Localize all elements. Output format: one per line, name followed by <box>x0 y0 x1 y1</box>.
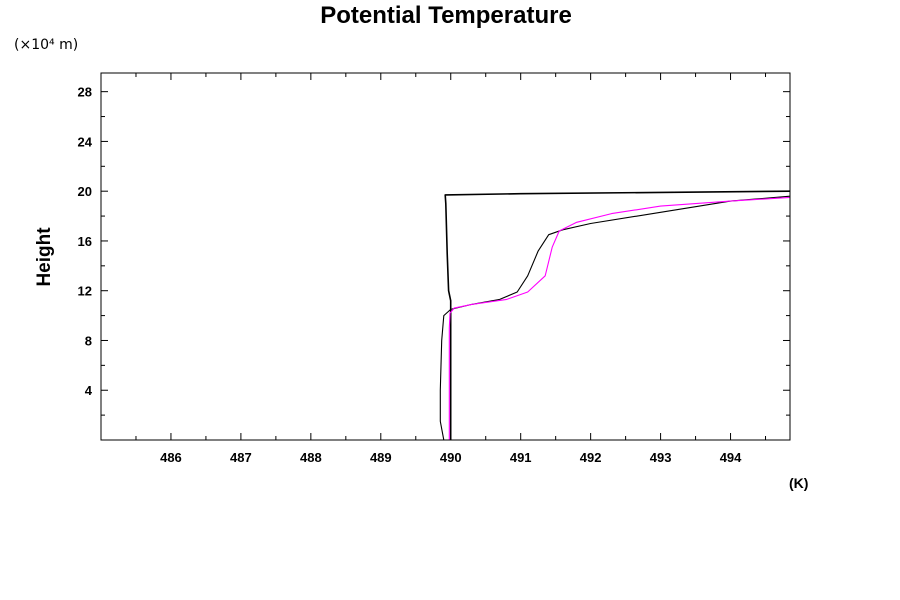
x-tick-label: 492 <box>580 450 602 465</box>
x-tick-label: 489 <box>370 450 392 465</box>
x-unit-label: (K) <box>789 475 808 491</box>
tick-labels: 486 487 488 489 490 491 492 493 494 4 8 12 16 20 24 28 <box>78 85 743 465</box>
series-line-1 <box>444 190 791 440</box>
x-tick-label: 491 <box>510 450 532 465</box>
y-tick-label: 8 <box>85 333 92 348</box>
x-tick-label: 488 <box>300 450 322 465</box>
series-line-3 <box>448 196 791 440</box>
y-tick-label: 12 <box>78 284 92 299</box>
y-axis-label: Height <box>34 227 55 287</box>
y-tick-label: 16 <box>78 234 92 249</box>
x-tick-label: 486 <box>160 450 182 465</box>
y-tick-label: 4 <box>85 383 93 398</box>
data-series <box>439 190 791 441</box>
chart-title: Potential Temperature <box>320 2 572 29</box>
x-tick-label: 493 <box>650 450 672 465</box>
series-line-2 <box>439 195 791 441</box>
y-tick-label: 20 <box>78 184 92 199</box>
y-tick-label: 24 <box>78 134 93 149</box>
axis-ticks <box>101 73 790 440</box>
y-tick-label: 28 <box>78 85 92 100</box>
x-tick-label: 490 <box>440 450 462 465</box>
y-unit-label: (×10⁴ m) <box>14 37 78 53</box>
x-tick-label: 494 <box>720 450 742 465</box>
plot-frame <box>100 72 791 441</box>
x-tick-label: 487 <box>230 450 252 465</box>
